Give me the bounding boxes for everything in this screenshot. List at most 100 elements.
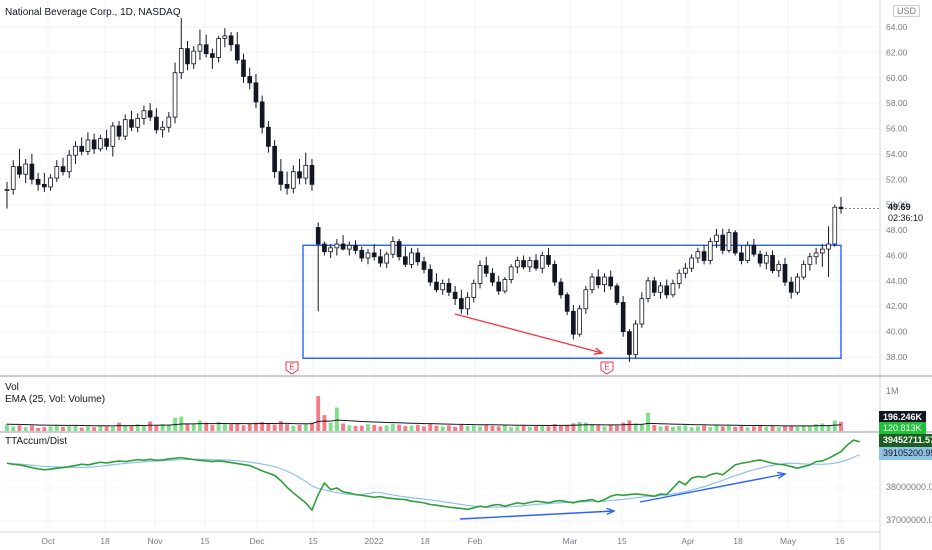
candle-body — [309, 164, 315, 185]
volume-bar — [783, 426, 787, 431]
bar-countdown: 02:36:10 — [888, 213, 924, 223]
candle-body — [483, 265, 489, 274]
candle-body — [390, 241, 396, 255]
candle-body — [832, 206, 838, 245]
accum-dist-uptrend-arrow-1-head — [606, 507, 616, 516]
price-tick-label: 42.00 — [886, 301, 908, 311]
candle-body — [434, 281, 439, 291]
volume-bar — [210, 424, 215, 431]
range-box[interactable] — [302, 244, 842, 359]
candle-body — [371, 252, 377, 258]
candle-body — [633, 323, 638, 355]
volume-bar — [104, 426, 109, 431]
volume-bar — [11, 426, 16, 431]
candle-body — [116, 125, 122, 137]
accum-dist-uptrend-arrow-2 — [639, 473, 786, 503]
price-tick-label: 58.00 — [886, 98, 908, 108]
candle-body — [515, 260, 520, 268]
candle-body — [104, 138, 109, 147]
earnings-marker-label: E — [289, 363, 294, 372]
candle-body — [533, 260, 539, 269]
volume-bar — [328, 422, 333, 431]
candle-body — [676, 272, 682, 284]
candle-body — [110, 125, 116, 147]
volume-bar — [260, 421, 265, 431]
price-axis[interactable]: 64.00 62.00 60.00 58.00 56.00 54.00 52.00 50.00… — [841, 22, 908, 362]
candle-body — [770, 255, 775, 272]
candle-body — [66, 154, 72, 173]
candle-body — [477, 265, 483, 284]
candle-body — [527, 260, 533, 268]
volume-bar — [521, 424, 526, 431]
candle-body — [571, 310, 576, 335]
candle-body — [471, 282, 477, 298]
trend-arrows[interactable] — [454, 313, 787, 520]
candle-body — [54, 166, 60, 179]
volume-bar — [627, 420, 632, 431]
time-tick-label: Feb — [468, 536, 483, 546]
volume-bar — [720, 426, 725, 431]
candle-body — [334, 243, 340, 249]
candle-body — [577, 308, 582, 335]
chart-title: National Beverage Corp., 1D, NASDAQ — [5, 7, 181, 18]
candle-body — [776, 263, 782, 272]
candle-body — [459, 298, 464, 310]
time-tick-label: 15 — [200, 536, 210, 546]
volume-bar — [440, 426, 445, 431]
candle-body — [234, 44, 240, 61]
volume-bar — [621, 422, 626, 431]
candle-body — [452, 291, 458, 300]
candle-body — [720, 234, 726, 251]
volume-bar — [540, 425, 545, 431]
candle-body — [788, 281, 794, 293]
volume-bar — [366, 424, 370, 431]
volume-ema-label: EMA (25, Vol: Volume) — [5, 394, 106, 405]
volume-bar — [776, 427, 781, 431]
volume-bar — [502, 425, 507, 431]
volume-bar — [839, 421, 843, 431]
candle-body — [496, 281, 502, 292]
volume-bar — [733, 426, 738, 431]
volume-bar — [546, 426, 551, 431]
accum-dist-value-tag: 39452711.57 — [879, 434, 932, 447]
volume-bar — [216, 421, 221, 431]
candle-body — [726, 232, 732, 251]
candle-body — [795, 276, 800, 293]
candle-body — [10, 166, 16, 190]
candle-body — [85, 139, 91, 152]
volume-bar — [5, 424, 9, 431]
price-tick-label: 60.00 — [886, 73, 908, 83]
volume-bar — [129, 426, 134, 431]
volume-bar — [422, 426, 426, 431]
time-tick-label: Dec — [249, 536, 265, 546]
volume-bar — [608, 424, 613, 431]
candle-body — [185, 48, 190, 65]
candle-body — [216, 38, 221, 58]
candle-body — [4, 189, 10, 191]
time-axis[interactable]: Oct 18 Nov 15 Dec 15 2022 18 Feb Mar 15 Apr 18 May 16 — [41, 536, 845, 546]
candle-body — [135, 117, 141, 128]
candle-body — [490, 272, 495, 283]
volume-bar — [615, 425, 619, 431]
candle-body — [17, 166, 22, 175]
currency-badge[interactable]: USD — [893, 5, 921, 17]
candle-body — [608, 276, 614, 287]
candle-body — [141, 110, 147, 119]
candle-body — [35, 178, 41, 185]
volume-bar — [61, 426, 65, 431]
time-tick-label: 16 — [835, 536, 845, 546]
candle-body — [241, 59, 246, 77]
volume-pane-title: Vol — [5, 382, 19, 393]
price-downtrend-arrow — [454, 313, 603, 354]
candle-body — [658, 285, 663, 293]
candle-body — [446, 282, 452, 293]
candle-body — [421, 261, 427, 270]
time-tick-label: Oct — [41, 536, 55, 546]
volume-bar — [708, 427, 713, 431]
volume-bar — [814, 424, 819, 431]
price-tick-label: 54.00 — [886, 149, 908, 159]
candle-body — [23, 163, 29, 175]
volume-bar — [770, 426, 775, 431]
